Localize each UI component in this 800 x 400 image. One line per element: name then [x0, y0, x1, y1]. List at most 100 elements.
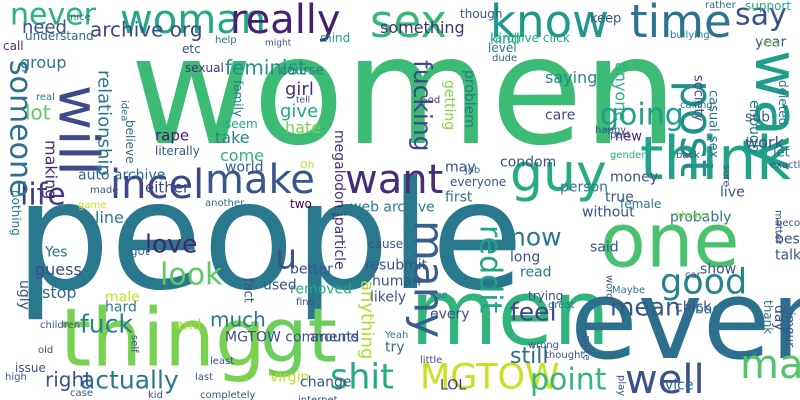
word-saying: saying [545, 68, 597, 87]
word-reddit: reddit [473, 225, 508, 314]
word-real: real [36, 92, 55, 103]
word-never: never [10, 0, 97, 33]
word-gender: gender [610, 150, 646, 161]
word-removed: removed [290, 281, 352, 297]
word-girl: girl [285, 79, 314, 100]
word-issue: issue [15, 361, 46, 375]
word-every: every [430, 306, 470, 322]
word-resubmit: resubmit [365, 257, 428, 273]
word-women: women [130, 5, 678, 179]
word-even: even [570, 256, 800, 384]
word-hard: hard [105, 299, 137, 315]
word-believe: believe [123, 120, 137, 164]
word-bullying: bullying [670, 30, 710, 41]
word-ugly: ugly [16, 280, 32, 310]
word-day: day [771, 305, 787, 331]
word-bad: bad [695, 301, 721, 317]
word-may: may [445, 159, 476, 175]
word-give: give [280, 101, 318, 122]
word-kid: kid [148, 390, 163, 400]
word-word: word [604, 275, 615, 300]
word-person: person [560, 179, 608, 195]
word-mind: mind [320, 31, 350, 45]
word-lol: LOL [440, 377, 466, 393]
word-much: much [210, 307, 266, 331]
word-thought: thought [545, 350, 584, 361]
word-tell: tell [296, 95, 310, 105]
word-post: post [670, 80, 723, 177]
word-completely: completely [200, 390, 255, 400]
word-say: say [735, 0, 787, 33]
word-hate: hate [285, 118, 321, 137]
word-feminist: feminist [225, 55, 306, 79]
word-point: point [530, 363, 607, 398]
word-come: come [220, 146, 264, 165]
word-problem: problem [461, 70, 477, 128]
word-trying: trying [528, 289, 563, 303]
word-want: want [345, 157, 443, 203]
word-will: will [46, 85, 110, 176]
word-man: man [740, 342, 800, 388]
word-take: take [215, 128, 250, 147]
word-female: female [620, 197, 661, 211]
word-family: family [231, 80, 245, 117]
word-talking: talking [775, 247, 800, 263]
word-make: make [205, 157, 315, 203]
word-good: good [660, 263, 747, 303]
word-someone: someone [3, 60, 38, 198]
word-got: got [130, 244, 150, 258]
word-still: still [510, 344, 548, 369]
word-virgin: virgin [270, 369, 309, 385]
word-gt: gt [260, 292, 337, 380]
word-megalodon-jparticle: megalodon jparticle [331, 130, 347, 270]
word-nothing: nothing [9, 190, 23, 236]
word-mean: mean [610, 293, 681, 322]
word-new: new [615, 130, 642, 145]
word-etc: etc [182, 42, 201, 56]
word-love: love [145, 230, 197, 259]
word-exactly: exactly [770, 160, 800, 171]
word-end: end [175, 317, 201, 333]
word-try: try [385, 339, 405, 355]
word-probably: probably [670, 209, 731, 225]
word-everyone: everyone [450, 175, 506, 189]
word-case: case [70, 388, 93, 399]
word-back: back [676, 150, 700, 161]
word-better: better [290, 261, 333, 277]
word-god: God [420, 95, 440, 106]
word-human: human [372, 273, 421, 289]
word-without: without [582, 204, 635, 220]
word-less: less [760, 38, 779, 49]
word-stop: stop [42, 283, 77, 302]
word-used: used [263, 277, 297, 293]
word-look: look [160, 258, 223, 293]
word-either: either [145, 178, 190, 196]
word-money: money [610, 169, 658, 185]
word-help: help [215, 35, 237, 46]
word-call: call [3, 39, 24, 53]
word-rape: rape [155, 126, 189, 144]
word-sure: sure [721, 165, 732, 187]
word-well: well [625, 357, 705, 400]
word-guy: guy [510, 144, 607, 204]
word-really: really [230, 0, 341, 43]
word-change: change [300, 374, 352, 390]
word-deleted: deleted [776, 80, 790, 125]
word-know: know [490, 0, 609, 48]
word-high: high [5, 372, 27, 383]
word-fact: fact [241, 278, 256, 303]
word-fucking: fucking [408, 60, 437, 152]
word-happy: happy [595, 125, 626, 136]
word-rather: rather [705, 0, 737, 11]
word-made: made [90, 185, 118, 196]
word-making: making [42, 140, 61, 199]
word-sex: sex [370, 0, 447, 48]
word-going: going [600, 98, 684, 133]
word-work: work [745, 133, 784, 152]
word-nice: nice [70, 12, 91, 23]
word-understand: understand [25, 29, 94, 43]
word-shit: shit [330, 358, 394, 398]
word-many: many [405, 220, 454, 338]
